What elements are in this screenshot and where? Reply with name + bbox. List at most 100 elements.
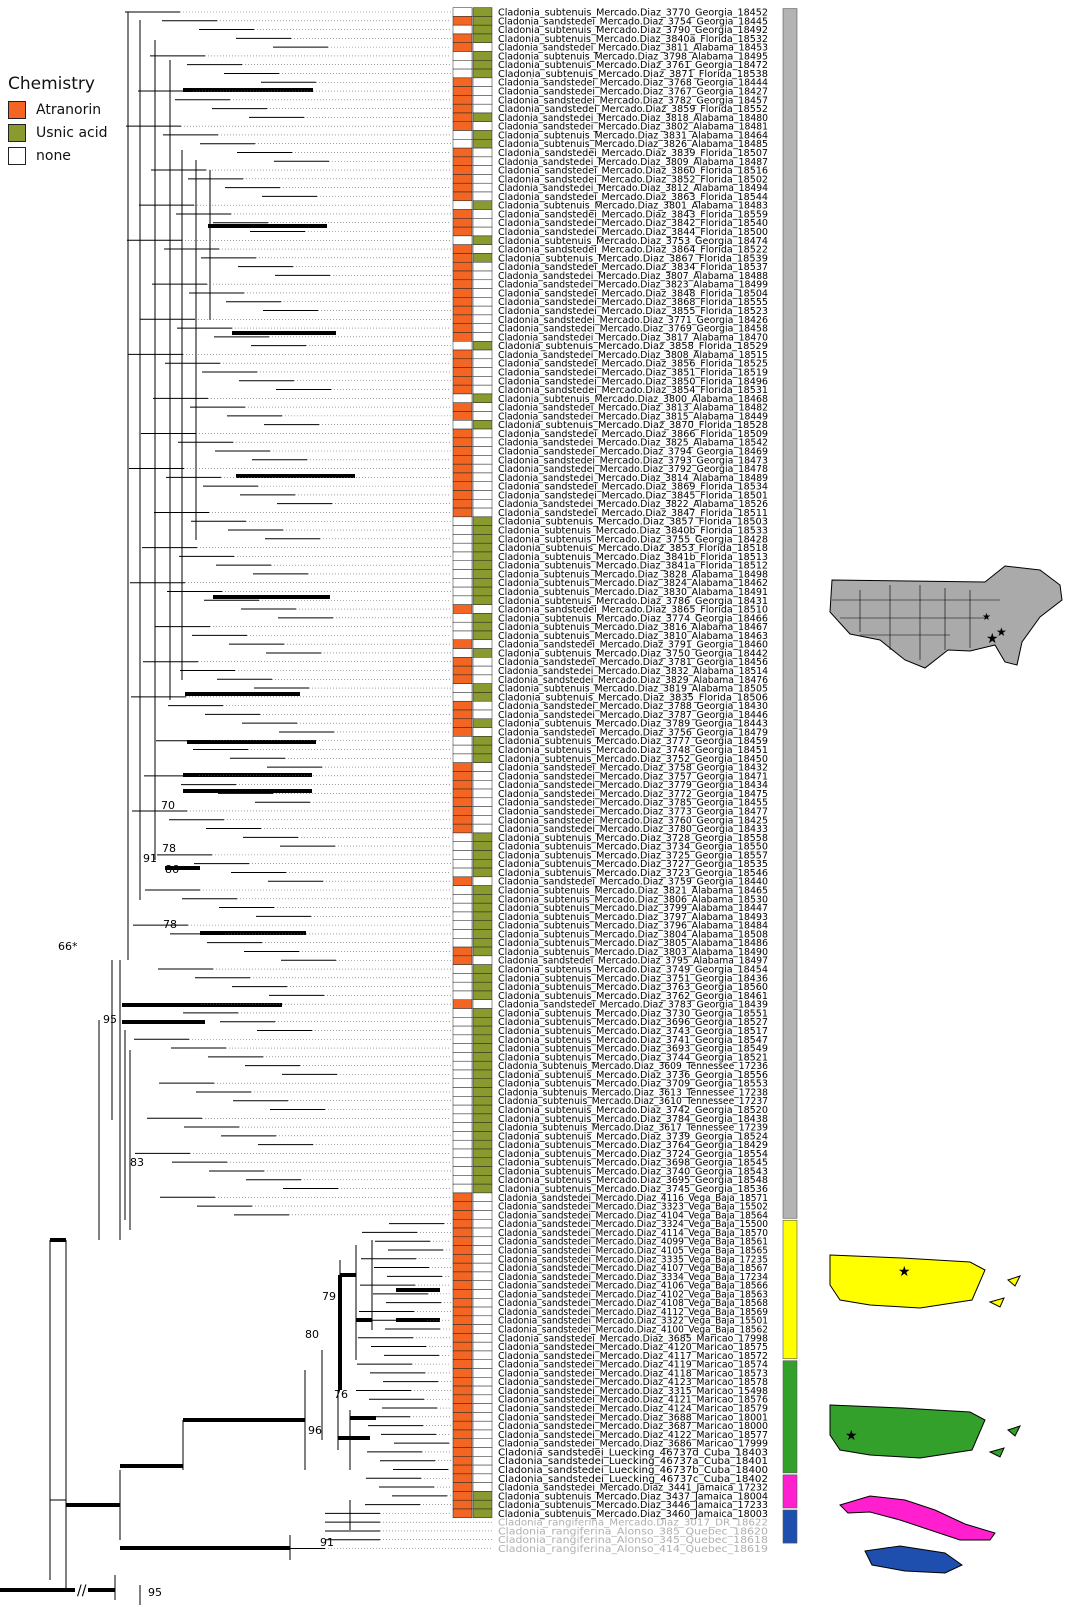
usnic-acid-cell [472, 1473, 493, 1483]
atranorin-cell [452, 481, 473, 491]
clade-bar-maricao [782, 1360, 798, 1474]
taxon-label: Cladonia_subtenuis_Mercado.Diaz_3693_Geo… [498, 1044, 768, 1055]
atranorin-cell [452, 955, 473, 965]
taxon-label: Cladonia_subtenuis_Mercado.Diaz_3739_Geo… [498, 1131, 768, 1142]
taxon-label: Cladonia_subtenuis_Mercado.Diaz_3723_Geo… [498, 868, 768, 879]
atranorin-cell [452, 1025, 473, 1036]
support-value: 91 [320, 1536, 334, 1549]
taxon-label: Cladonia_subtenuis_Mercado.Diaz_3740_Geo… [498, 1166, 768, 1177]
atranorin-cell [452, 1157, 473, 1167]
taxon-label: Cladonia_subtenuis_Mercado.Diaz_3764_Geo… [498, 1140, 768, 1151]
atranorin-cell [452, 578, 473, 588]
taxon-label: Cladonia_sandstedei_Mercado.Diaz_3842_Fl… [498, 218, 768, 229]
usnic-acid-cell [472, 551, 493, 561]
usnic-acid-cell [472, 973, 493, 983]
atranorin-cell [452, 323, 473, 333]
usnic-acid-cell [472, 709, 493, 720]
taxon-label: Cladonia_sandstedei_Mercado.Diaz_4122_Ma… [498, 1430, 768, 1441]
taxon-label: Cladonia_subtenuis_Mercado.Diaz_3742_Geo… [498, 1105, 768, 1116]
atranorin-cell [452, 762, 473, 772]
usnic-acid-cell [472, 560, 493, 570]
usnic-acid-cell [472, 771, 493, 781]
usnic-acid-cell [472, 428, 493, 439]
atranorin-swatch [8, 100, 26, 119]
usnic-acid-cell [472, 780, 493, 790]
usnic-acid-cell [472, 358, 493, 368]
taxon-label: Cladonia_subtenuis_Mercado.Diaz_3725_Geo… [498, 850, 768, 861]
star-icon: ★ [982, 612, 991, 623]
usnic-acid-cell [472, 990, 493, 1000]
atranorin-cell [452, 1052, 473, 1062]
taxon-label: Cladonia_subtenuis_Mercado.Diaz_3784_Geo… [498, 1114, 768, 1125]
usnic-acid-cell [472, 1157, 493, 1167]
taxon-label: Cladonia_sandstedei_Mercado.Diaz_4116_Ve… [498, 1193, 768, 1204]
usnic-acid-cell [472, 657, 493, 667]
atranorin-cell [452, 683, 473, 693]
taxon-label: Cladonia_subtenuis_Mercado.Diaz_3613_Ten… [498, 1087, 768, 1098]
usnic-acid-cell [472, 139, 493, 149]
none-swatch [8, 146, 26, 165]
taxon-label: Cladonia_subtenuis_Mercado.Diaz_3824_Ala… [498, 578, 768, 589]
taxon-label: Cladonia_subtenuis_Mercado.Diaz_3840b_Fl… [498, 526, 768, 537]
usnic-acid-cell [472, 472, 493, 482]
atranorin-cell [452, 1122, 473, 1132]
atranorin-cell [452, 700, 473, 711]
clade-bar-jamaica [782, 1509, 798, 1544]
taxon-label: Cladonia_sandstedei_Mercado.Diaz_3863_Fl… [498, 192, 768, 203]
taxon-label: Cladonia_subtenuis_Mercado.Diaz_3696_Geo… [498, 1017, 768, 1028]
usnic-acid-cell [472, 297, 493, 307]
atranorin-cell [452, 744, 473, 755]
thick-branches [0, 88, 440, 1592]
usnic-acid-cell [472, 1324, 493, 1334]
usnic-acid-cell [472, 1139, 493, 1150]
usnic-acid-cell [472, 727, 493, 737]
star-icon: ★ [845, 1428, 858, 1444]
taxon-label: Cladonia_subtenuis_Mercado.Diaz_3748_Geo… [498, 745, 768, 756]
taxon-label: Cladonia_sandstedei_Mercado.Diaz_3845_Fl… [498, 490, 768, 501]
usnic-acid-cell [472, 1148, 493, 1159]
usnic-acid-cell [472, 683, 493, 693]
taxon-label: Cladonia_subtenuis_Mercado.Diaz_3805_Ala… [498, 938, 768, 949]
atranorin-cell [452, 674, 473, 684]
taxon-label: Cladonia_sandstedei_Mercado.Diaz_4106_Ve… [498, 1281, 768, 1292]
taxon-label: Cladonia_sandstedei_Mercado.Diaz_4104_Ve… [498, 1210, 768, 1221]
taxon-label: Cladonia_sandstedei_Mercado.Diaz_3839_Fl… [498, 148, 768, 159]
atranorin-cell [452, 139, 473, 149]
usnic-acid-cell [472, 806, 493, 816]
taxon-label: Cladonia_sandstedei_Mercado.Diaz_3850_Fl… [498, 376, 768, 387]
usnic-acid-cell [472, 1359, 493, 1369]
usnic-acid-cell [472, 1499, 493, 1510]
atranorin-cell [452, 1473, 473, 1483]
atranorin-cell [452, 1491, 473, 1501]
atranorin-cell [452, 551, 473, 561]
usnic-acid-cell [472, 911, 493, 921]
atranorin-cell [452, 1262, 473, 1273]
usnic-acid-cell [472, 885, 493, 895]
taxon-label: Cladonia_subtenuis_Mercado.Diaz_3858_Flo… [498, 341, 768, 352]
usnic-acid-cell [472, 1069, 493, 1080]
usnic-acid-cell [472, 507, 493, 518]
clade-bar-vega-baja [782, 1219, 798, 1360]
taxon-label: Cladonia_sandstedei_Mercado.Diaz_4099_Ve… [498, 1237, 768, 1248]
atranorin-cell [452, 929, 473, 939]
usnic-acid-cell [472, 1271, 493, 1281]
taxon-label: Cladonia_sandstedei_Mercado.Diaz_3856_Fl… [498, 359, 768, 370]
taxon-label: Cladonia_sandstedei_Mercado.Diaz_3843_Fl… [498, 209, 768, 220]
taxon-label: Cladonia_sandstedei_Mercado.Diaz_3758_Ge… [498, 763, 768, 774]
taxon-label: Cladonia_subtenuis_Mercado.Diaz_3821_Ala… [498, 886, 768, 897]
taxon-label: Cladonia_sandstedei_Mercado.Diaz_3829_Al… [498, 675, 768, 686]
atranorin-cell [452, 86, 473, 96]
atranorin-cell [452, 1394, 473, 1404]
atranorin-cell [452, 525, 473, 535]
atranorin-cell [452, 1315, 473, 1325]
taxon-label: Cladonia_subtenuis_Mercado.Diaz_3728_Geo… [498, 833, 768, 844]
taxon-label: Cladonia_sandstedei_Mercado.Diaz_3795_Al… [498, 956, 768, 967]
atranorin-cell [452, 499, 473, 509]
taxon-label: Cladonia_sandstedei_Mercado.Diaz_3823_Al… [498, 280, 768, 291]
atranorin-cell [452, 60, 473, 70]
usnic-acid-cell [472, 1087, 493, 1097]
taxon-label: Cladonia_subtenuis_Mercado.Diaz_3819_Ala… [498, 684, 768, 695]
atranorin-cell [452, 727, 473, 737]
usnic-acid-cell [472, 630, 493, 641]
